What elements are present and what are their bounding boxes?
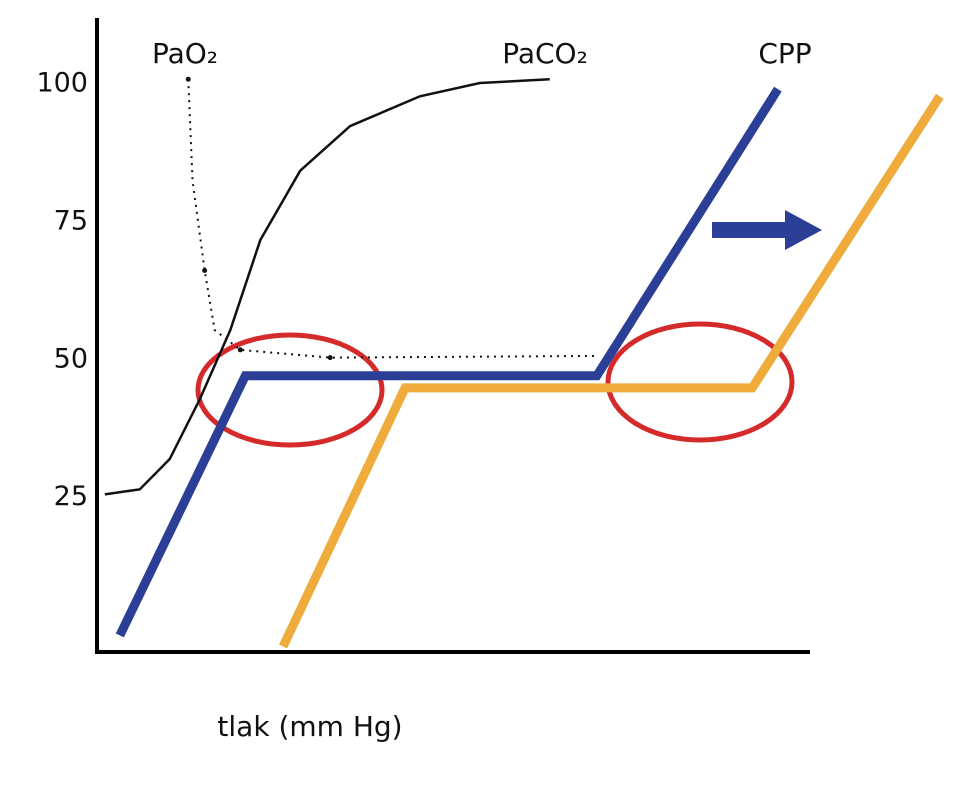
series-line — [187, 79, 597, 359]
annotation: CPP — [758, 37, 811, 70]
shift-arrow — [712, 210, 822, 250]
point — [202, 267, 208, 273]
series-line — [104, 77, 550, 496]
point — [327, 355, 333, 361]
y-tick-label: 100 — [36, 68, 88, 99]
series-label: PaO₂ — [152, 37, 218, 70]
y-tick-label: 50 — [54, 343, 88, 374]
highlight-ellipse — [605, 321, 795, 443]
y-tick-label: 75 — [54, 205, 88, 236]
series-line — [279, 93, 944, 649]
point — [237, 347, 243, 353]
y-tick-label: 25 — [54, 481, 88, 512]
highlight-ellipse — [195, 332, 385, 448]
series-line — [115, 86, 782, 638]
point — [185, 76, 191, 82]
plot-area: 25 50 75 100 PaCO₂ PaO₂ — [36, 37, 944, 649]
series-label: PaCO₂ — [502, 37, 588, 70]
x-axis-label: tlak (mm Hg) — [217, 710, 402, 743]
